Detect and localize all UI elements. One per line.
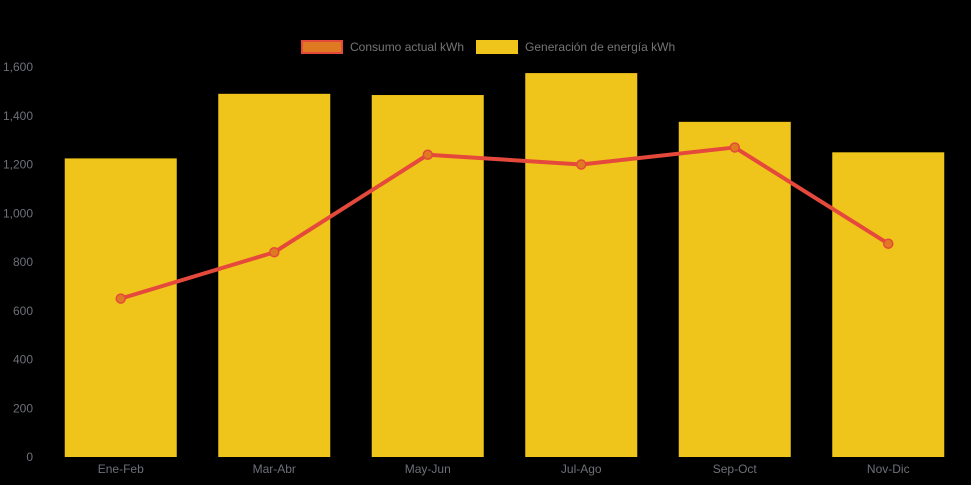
bar-sep-oct[interactable]	[678, 121, 791, 457]
y-axis-tick-label: 400	[13, 353, 33, 367]
y-axis-tick-label: 1,200	[3, 158, 33, 172]
consumption-line	[118, 145, 891, 301]
y-axis-tick-label: 800	[13, 255, 33, 269]
y-axis-tick-label: 1,600	[3, 60, 33, 74]
legend-label-generacion-energia: Generación de energía kWh	[525, 40, 676, 54]
line-point-jul-ago[interactable]	[576, 159, 587, 170]
bar-jul-ago[interactable]	[525, 73, 638, 457]
bar-ene-feb[interactable]	[64, 158, 177, 457]
legend-item-generacion-energia[interactable]: Generación de energía kWh	[476, 40, 675, 54]
chart-legend: Consumo actual kWh Generación de energía…	[301, 40, 675, 54]
line-point-mar-abr[interactable]	[269, 247, 280, 258]
x-axis-label-jul-ago: Jul-Ago	[561, 462, 602, 476]
y-axis-tick-label: 600	[13, 304, 33, 318]
x-axis-label-may-jun: May-Jun	[405, 462, 451, 476]
bar-mar-abr[interactable]	[218, 93, 331, 457]
x-axis-label-ene-feb: Ene-Feb	[98, 462, 144, 476]
x-axis-label-mar-abr: Mar-Abr	[253, 462, 296, 476]
legend-swatch-bar-series	[476, 40, 519, 54]
legend-swatch-line-series	[301, 40, 343, 54]
y-axis-tick-label: 1,000	[3, 206, 33, 220]
x-axis-label-nov-dic: Nov-Dic	[867, 462, 910, 476]
y-axis-tick-label: 1,400	[3, 109, 33, 123]
line-point-ene-feb[interactable]	[115, 293, 126, 304]
bar-nov-dic[interactable]	[832, 152, 945, 457]
y-axis-tick-label: 200	[13, 401, 33, 415]
y-axis-tick-label: 0	[26, 450, 33, 464]
line-point-may-jun[interactable]	[422, 149, 433, 160]
bar-may-jun[interactable]	[371, 95, 484, 457]
x-axis-label-sep-oct: Sep-Oct	[713, 462, 758, 476]
line-point-sep-oct[interactable]	[729, 142, 740, 153]
legend-label-consumo-actual: Consumo actual kWh	[350, 40, 465, 54]
legend-item-consumo-actual[interactable]: Consumo actual kWh	[301, 40, 464, 54]
line-point-nov-dic[interactable]	[883, 238, 894, 249]
